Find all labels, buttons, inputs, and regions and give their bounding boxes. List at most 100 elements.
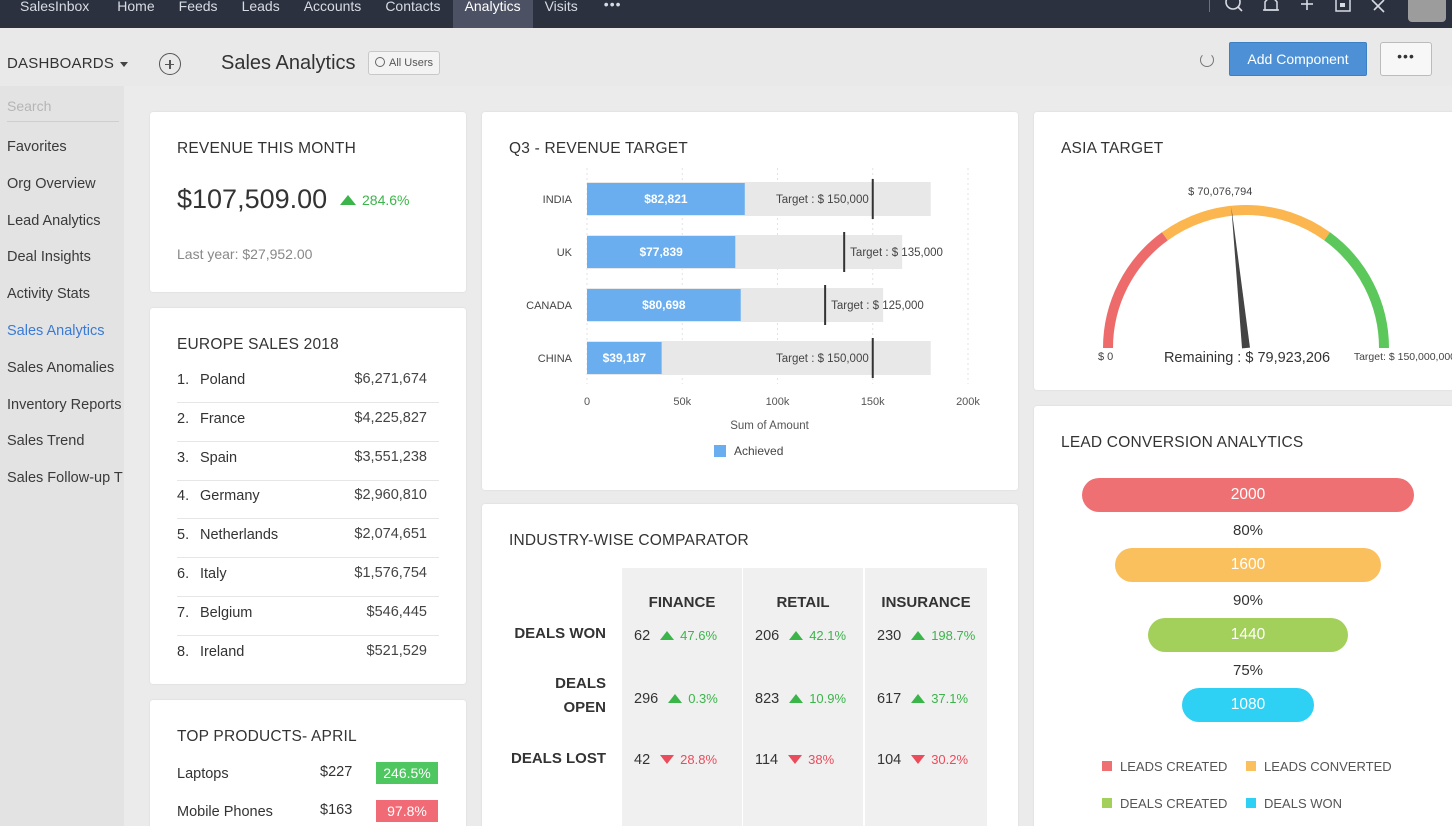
nav-item-visits[interactable]: Visits	[544, 0, 578, 14]
industry-cell-value: 62	[634, 628, 651, 644]
plus-icon[interactable]	[1296, 0, 1318, 14]
funnel-legend-item[interactable]: DEALS CREATED	[1102, 796, 1227, 811]
europe-country: Poland	[200, 372, 246, 388]
industry-cell-value: 206	[755, 628, 780, 644]
industry-cell-change: 47.6%	[680, 628, 718, 643]
sidebar-item-sales-trend[interactable]: Sales Trend	[7, 433, 85, 450]
search-icon[interactable]	[1224, 0, 1246, 14]
funnel-stage-bar[interactable]: 1080	[1182, 688, 1314, 722]
add-dashboard-icon[interactable]	[159, 53, 181, 75]
industry-column-header: INSURANCE	[881, 594, 971, 611]
nav-more-button[interactable]: •••	[603, 0, 622, 12]
add-component-button[interactable]: Add Component	[1229, 42, 1367, 76]
funnel-legend-item[interactable]: DEALS WON	[1246, 796, 1342, 811]
industry-column-header: FINANCE	[648, 594, 716, 611]
sidebar-item-favorites[interactable]: Favorites	[7, 139, 67, 155]
nav-item-analytics[interactable]: Analytics	[452, 0, 533, 28]
funnel-stage-bar[interactable]: 1440	[1148, 618, 1348, 652]
y-category-label: CANADA	[526, 300, 573, 312]
sidebar-item-lead-analytics[interactable]: Lead Analytics	[7, 212, 101, 229]
more-options-button[interactable]: •••	[1380, 42, 1432, 76]
sidebar-item-inventory-reports[interactable]: Inventory Reports	[7, 396, 122, 413]
europe-rank: 2.	[177, 410, 190, 427]
gauge-segment-low	[1103, 232, 1168, 349]
europe-country: Italy	[200, 566, 227, 582]
funnel-conversion-rate: 75%	[1232, 662, 1264, 679]
gauge-needle	[1231, 206, 1250, 349]
europe-sales-value: $2,960,810	[354, 487, 427, 504]
industry-column-background	[865, 568, 987, 826]
sidebar-item-sales-anomalies[interactable]: Sales Anomalies	[7, 359, 115, 376]
settings-tools-icon[interactable]	[1368, 0, 1390, 14]
funnel-stage-bar[interactable]: 1600	[1115, 548, 1381, 582]
x-axis-label: Sum of Amount	[730, 420, 809, 432]
legend-label: LEADS CREATED	[1120, 759, 1228, 774]
europe-sales-card[interactable]: EUROPE SALES 2018 1. Poland $6,271,674 2. Fr…	[150, 308, 466, 684]
achieved-bar[interactable]	[587, 183, 745, 215]
sidebar-item-org-overview[interactable]: Org Overview	[7, 175, 96, 192]
sidebar-item-sales-analytics[interactable]: Sales Analytics	[7, 322, 105, 339]
funnel-stage-bar[interactable]: 2000	[1082, 478, 1414, 512]
gauge-segment-high	[1324, 232, 1389, 349]
nav-item-leads[interactable]: Leads	[241, 0, 280, 14]
industry-cell-value: 230	[877, 628, 902, 644]
sidebar-item-sales-follow-up[interactable]: Sales Follow-up T	[7, 470, 123, 487]
nav-item-contacts[interactable]: Contacts	[385, 0, 441, 14]
card-title: Q3 - REVENUE TARGET	[509, 140, 688, 157]
scope-button[interactable]: All Users	[368, 51, 441, 75]
globe-icon	[375, 57, 385, 67]
industry-cell: 42 28.8%	[634, 752, 717, 768]
card-title: REVENUE THIS MONTH	[177, 140, 356, 157]
industry-comparator-card[interactable]: INDUSTRY-WISE COMPARATOR FINANCE RETAIL IN…	[482, 504, 1018, 826]
card-title: TOP PRODUCTS- APRIL	[177, 728, 357, 745]
nav-item-home[interactable]: Home	[117, 0, 155, 14]
sidebar-item-deal-insights[interactable]: Deal Insights	[7, 249, 91, 266]
europe-country: Ireland	[200, 643, 245, 660]
top-products-card[interactable]: TOP PRODUCTS- APRIL Laptops $227 246.5% Mob…	[150, 700, 466, 826]
industry-cell-value: 823	[755, 691, 780, 707]
nav-item-salesinbox[interactable]: SalesInbox	[20, 0, 90, 14]
achieved-bar[interactable]	[587, 289, 741, 321]
x-tick-label: 200k	[956, 396, 980, 408]
bell-icon[interactable]	[1260, 0, 1282, 14]
legend-label-achieved[interactable]: Achieved	[734, 444, 783, 458]
calendar-icon[interactable]	[1332, 0, 1354, 14]
refresh-icon[interactable]	[1200, 53, 1214, 67]
nav-divider	[1209, 0, 1210, 12]
industry-cell: 296 0.3%	[634, 691, 718, 707]
target-label: Target : $ 125,000	[831, 300, 924, 312]
legend-label: LEADS CONVERTED	[1264, 759, 1392, 774]
sidebar-item-activity-stats[interactable]: Activity Stats	[7, 286, 90, 303]
europe-sales-value: $6,271,674	[354, 371, 427, 387]
table-row: 7. Belgium $546,445	[177, 597, 439, 636]
card-title: INDUSTRY-WISE COMPARATOR	[509, 532, 749, 549]
trend-up-icon	[911, 631, 926, 640]
nav-item-feeds[interactable]: Feeds	[178, 0, 218, 14]
europe-rank: 1.	[177, 372, 190, 388]
q3-revenue-target-card[interactable]: Q3 - REVENUE TARGET 0 50k 100k 150k 200k INDI…	[482, 112, 1018, 490]
gauge-min-label: $ 0	[1098, 351, 1113, 363]
legend-swatch	[1246, 798, 1256, 808]
chevron-down-icon	[120, 61, 129, 67]
revenue-card[interactable]: REVENUE THIS MONTH $107,509.00 284.6% La…	[150, 112, 466, 292]
y-category-label: UK	[557, 247, 573, 259]
revenue-last-year: Last year: $27,952.00	[177, 246, 313, 262]
product-price: $163	[320, 802, 353, 818]
dashboards-dropdown[interactable]: DASHBOARDS	[7, 55, 129, 72]
nav-item-accounts[interactable]: Accounts	[303, 0, 362, 14]
europe-sales-value: $1,576,754	[354, 565, 427, 581]
trend-up-icon	[911, 694, 926, 703]
q3-bar-chart: 0 50k 100k 150k 200k INDIA $82,821 Target : $ 1…	[526, 168, 980, 458]
user-avatar[interactable]	[1408, 0, 1446, 22]
achieved-bar[interactable]	[587, 342, 662, 374]
lead-conversion-card[interactable]: LEAD CONVERSION ANALYTICS 2000 1600 1440 10…	[1034, 406, 1452, 826]
achieved-bar[interactable]	[587, 236, 736, 268]
product-name: Mobile Phones	[177, 804, 273, 820]
funnel-legend-item[interactable]: LEADS CREATED	[1102, 759, 1227, 774]
gauge-segment-mid	[1161, 205, 1331, 241]
funnel-legend-item[interactable]: LEADS CONVERTED	[1246, 759, 1392, 774]
trend-up-icon	[660, 631, 675, 640]
table-row: 3. Spain $3,551,238	[177, 442, 439, 481]
sidebar-search-input[interactable]: Search	[7, 98, 119, 122]
asia-target-card[interactable]: ASIA TARGET $ 70,076,794 $ 0 Target: $ 150…	[1034, 112, 1452, 390]
